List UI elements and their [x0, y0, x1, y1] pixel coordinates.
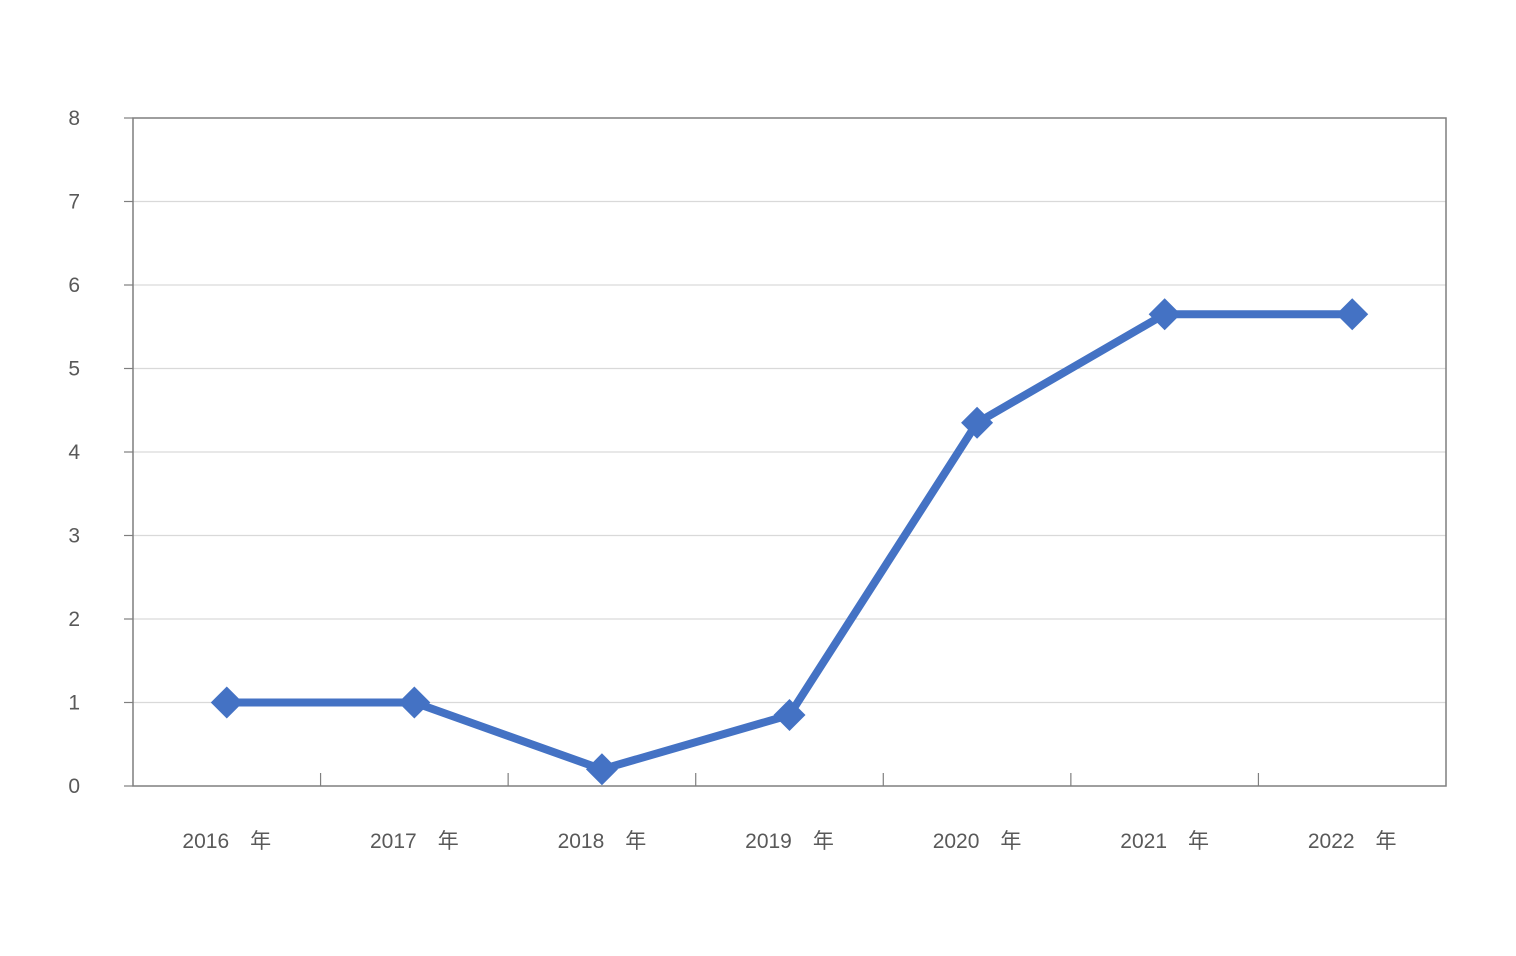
y-tick-label: 7	[68, 191, 80, 214]
x-axis-ticks	[319, 773, 1260, 786]
x-tick-label: 2017 年	[370, 830, 459, 853]
x-tick-label: 2021 年	[1120, 830, 1209, 853]
data-point-marker	[585, 753, 618, 786]
data-point-marker	[1336, 298, 1369, 331]
y-axis-ticks	[124, 117, 133, 787]
x-tick-label: 2018 年	[558, 830, 647, 853]
x-tick-label: 2019 年	[745, 830, 834, 853]
data-point-marker	[398, 686, 431, 719]
y-tick-label: 1	[68, 692, 80, 715]
y-tick-label: 3	[68, 525, 80, 548]
series-layer	[210, 298, 1369, 786]
y-tick-label: 6	[68, 274, 80, 297]
y-tick-label: 5	[68, 358, 80, 381]
gridlines	[133, 200, 1446, 704]
y-tick-label: 0	[68, 775, 80, 798]
x-axis-labels: 2016 年 2017 年 2018 年 2019 年 2020 年 2021 年 2022…	[182, 830, 1396, 853]
data-point-marker	[773, 699, 806, 732]
y-tick-label: 2	[68, 608, 80, 631]
x-tick-label: 2016 年	[182, 830, 271, 853]
data-point-marker	[961, 406, 994, 439]
y-axis-labels: 0 1 2 3 4 5 6 7 8	[68, 107, 80, 798]
y-tick-label: 4	[68, 441, 80, 464]
x-tick-label: 2022 年	[1308, 830, 1397, 853]
data-point-marker	[210, 686, 243, 719]
data-point-marker	[1148, 298, 1181, 331]
y-tick-label: 8	[68, 107, 80, 130]
x-tick-label: 2020 年	[933, 830, 1022, 853]
